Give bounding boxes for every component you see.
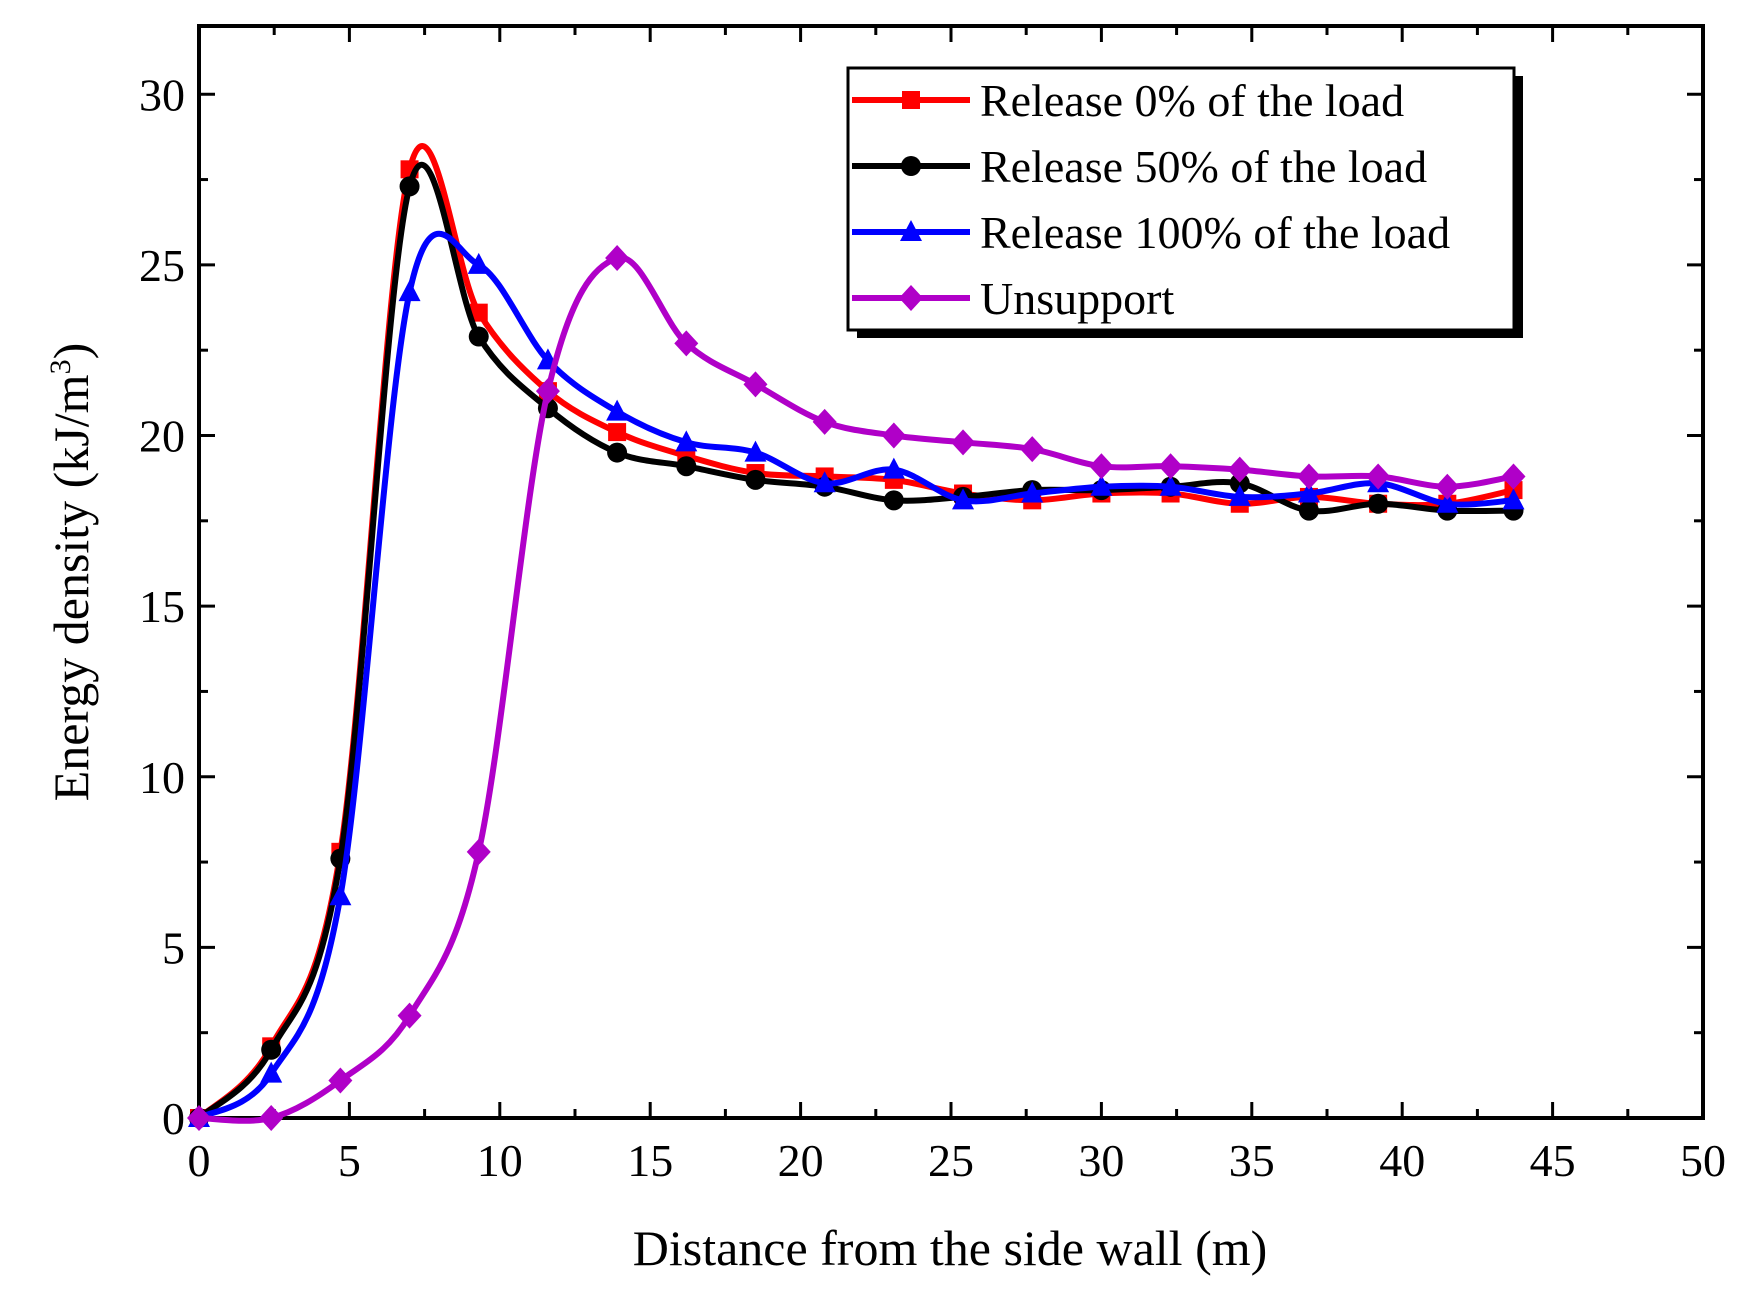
legend-label: Release 50% of the load (980, 141, 1427, 192)
data-point (469, 303, 488, 322)
data-point (1296, 463, 1321, 490)
data-point (1227, 456, 1252, 483)
legend-item: Release 50% of the load (852, 141, 1427, 192)
y-tick-label: 0 (162, 1093, 185, 1144)
x-tick-label: 25 (928, 1135, 974, 1186)
x-axis-label: Distance from the side wall (m) (633, 1220, 1268, 1276)
data-point (1368, 493, 1389, 514)
data-point (1229, 473, 1250, 494)
x-tick-label: 50 (1680, 1135, 1726, 1186)
y-tick-label: 25 (139, 240, 185, 291)
x-tick-label: 20 (778, 1135, 824, 1186)
data-point (261, 1039, 282, 1060)
data-point (187, 1105, 211, 1131)
data-point (608, 423, 627, 442)
series-line (196, 161, 1517, 1121)
data-point (1298, 500, 1319, 521)
y-axis-label-main: Energy density (kJ/m (43, 374, 99, 801)
axis-tick-labels: 0 5 10 15 20 25 30 35 40 45 50 0 5 10 15 20 25 30 (139, 69, 1726, 1186)
data-point (1297, 481, 1320, 503)
y-axis-label-sup: 3 (44, 359, 77, 374)
legend-label: Release 0% of the load (980, 75, 1404, 126)
legend-label: Release 100% of the load (980, 207, 1450, 258)
series-4 (187, 245, 1526, 1131)
x-tick-label: 0 (188, 1135, 211, 1186)
y-tick-label: 10 (139, 752, 185, 803)
data-point (1366, 463, 1391, 490)
data-point (676, 456, 697, 477)
y-axis-label-tail: ) (43, 343, 99, 360)
data-point (1159, 474, 1182, 496)
legend-item: Unsupport (852, 273, 1174, 324)
legend-items: Release 0% of the load Release 50% of the… (852, 75, 1450, 324)
x-tick-label: 15 (627, 1135, 673, 1186)
legend-label: Unsupport (980, 273, 1174, 324)
data-point (883, 490, 904, 511)
x-tick-label: 5 (338, 1135, 361, 1186)
y-tick-label: 20 (139, 411, 185, 462)
data-point (398, 280, 421, 302)
data-point (951, 429, 976, 456)
legend: Release 0% of the load Release 50% of the… (846, 66, 1523, 338)
data-point (743, 371, 768, 398)
data-point (606, 399, 629, 421)
legend-swatch-marker (899, 285, 923, 311)
data-point (1436, 491, 1459, 513)
data-point (744, 440, 767, 462)
data-point (605, 245, 630, 272)
legend-item: Release 0% of the load (852, 75, 1404, 126)
data-point (813, 471, 836, 493)
x-tick-label: 30 (1078, 1135, 1124, 1186)
x-tick-label: 40 (1379, 1135, 1425, 1186)
legend-swatch-marker (900, 220, 922, 241)
data-point (1228, 484, 1251, 506)
data-point (397, 1002, 422, 1029)
data-point (260, 1061, 283, 1083)
x-tick-label: 10 (477, 1135, 523, 1186)
data-point (812, 408, 837, 435)
y-axis-label: Energy density (kJ/m3) (43, 343, 99, 801)
data-point (881, 422, 906, 449)
data-point (745, 469, 766, 490)
data-point (466, 838, 491, 865)
data-point (1089, 453, 1114, 480)
legend-box (846, 66, 1516, 332)
data-point (674, 330, 699, 357)
data-point (535, 378, 560, 405)
axis-ticks (197, 26, 1705, 1120)
data-point (1501, 463, 1526, 490)
x-tick-label: 45 (1530, 1135, 1576, 1186)
data-point (1158, 453, 1183, 480)
y-tick-label: 15 (139, 581, 185, 632)
data-point (399, 176, 420, 197)
legend-swatch-marker (902, 91, 920, 109)
data-point (259, 1105, 284, 1131)
data-point (952, 488, 975, 510)
data-point (329, 884, 352, 906)
data-point (467, 252, 490, 274)
data-point (882, 457, 905, 479)
data-point (328, 1067, 353, 1094)
y-tick-label: 5 (162, 922, 185, 973)
data-point (675, 430, 698, 452)
data-point (1502, 488, 1525, 510)
data-point (1090, 474, 1113, 496)
data-point (1020, 436, 1045, 463)
legend-swatch-marker (901, 156, 921, 176)
series-line (196, 254, 1517, 1124)
series-layer (187, 143, 1526, 1131)
data-point (468, 326, 489, 347)
data-point (1021, 481, 1044, 503)
series-line (196, 230, 1517, 1121)
legend-item: Release 100% of the load (852, 207, 1450, 258)
data-point (607, 442, 628, 463)
y-tick-label: 30 (139, 69, 185, 120)
x-tick-label: 35 (1229, 1135, 1275, 1186)
data-point (1435, 473, 1460, 500)
